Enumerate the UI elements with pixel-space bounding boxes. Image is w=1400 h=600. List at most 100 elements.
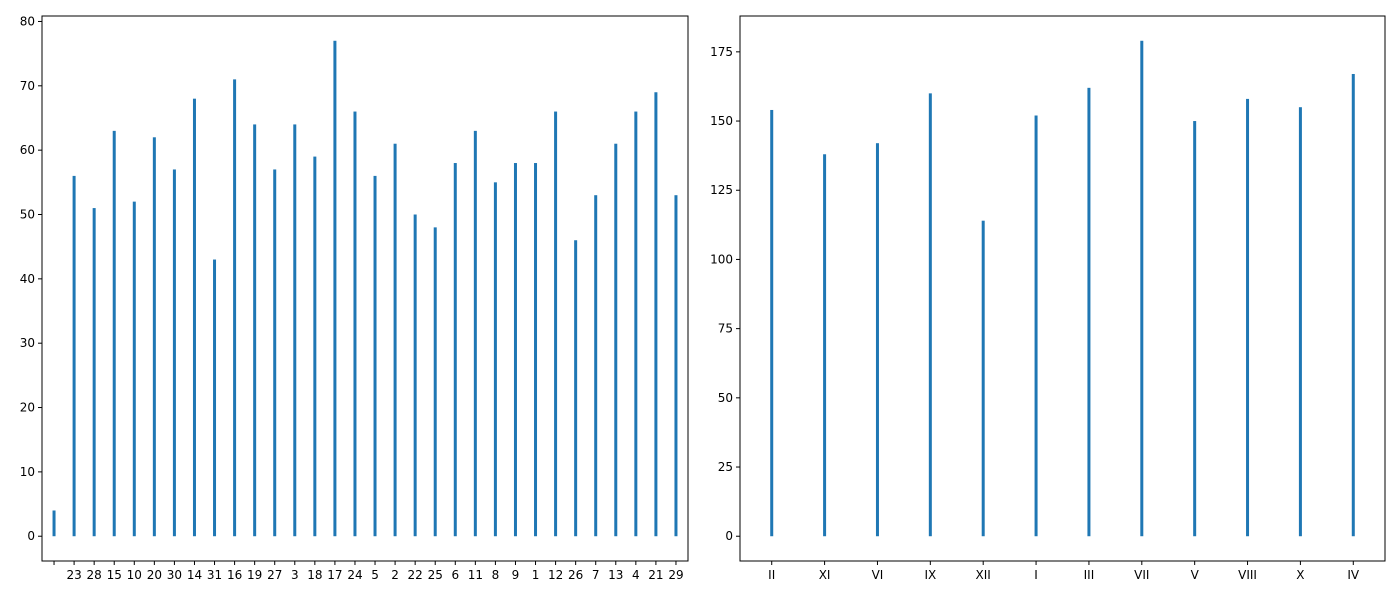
x-tick-label-1-8: 14: [187, 568, 202, 582]
bar-1-23: [493, 182, 497, 537]
bar-1-25: [534, 163, 538, 537]
x-tick-label-1-9: 31: [207, 568, 222, 582]
y-tick-label-1-5: 40: [20, 272, 35, 286]
y-tick-label-2-7: 150: [710, 114, 733, 128]
x-tick-label-2-12: IV: [1347, 568, 1360, 582]
bar-1-21: [453, 163, 457, 537]
x-tick-label-1-10: 16: [227, 568, 242, 582]
x-tick-label-1-26: 12: [548, 568, 563, 582]
y-tick-label-2-5: 100: [710, 252, 733, 266]
x-tick-label-1-13: 3: [291, 568, 299, 582]
y-tick-label-1-7: 60: [20, 143, 35, 157]
bar-2-12: [1351, 73, 1355, 537]
bar-1-10: [233, 79, 237, 537]
y-tick-label-1-3: 20: [20, 401, 35, 415]
y-tick-label-1-2: 10: [20, 465, 35, 479]
x-tick-label-1-22: 11: [468, 568, 483, 582]
bar-1-7: [172, 169, 176, 537]
x-tick-label-1-28: 7: [592, 568, 600, 582]
x-tick-label-2-3: VI: [872, 568, 884, 582]
plot-frame-2: [739, 15, 1386, 562]
x-tick-label-1-17: 5: [371, 568, 379, 582]
bar-2-8: [1140, 40, 1144, 537]
x-tick-label-2-4: IX: [924, 568, 936, 582]
bar-1-19: [413, 214, 417, 537]
x-tick-label-1-7: 30: [167, 568, 182, 582]
x-tick-label-1-19: 22: [408, 568, 423, 582]
y-tick-label-2-6: 125: [710, 183, 733, 197]
y-tick-label-1-4: 30: [20, 336, 35, 350]
x-tick-label-1-15: 17: [327, 568, 342, 582]
bar-1-5: [132, 201, 136, 537]
y-tick-label-1-8: 70: [20, 79, 35, 93]
bar-1-15: [333, 40, 337, 537]
x-tick-label-1-27: 26: [568, 568, 583, 582]
x-tick-label-1-5: 10: [127, 568, 142, 582]
x-tick-label-1-12: 27: [267, 568, 282, 582]
bar-1-1: [52, 510, 56, 537]
bar-1-29: [614, 143, 618, 537]
bar-2-1: [770, 109, 774, 537]
x-tick-label-1-4: 15: [107, 568, 122, 582]
x-tick-label-1-2: 23: [66, 568, 81, 582]
bar-1-28: [594, 195, 598, 537]
plot-frame-1: [41, 15, 689, 562]
bar-1-14: [313, 156, 317, 537]
y-tick-label-1-6: 50: [20, 208, 35, 222]
x-tick-label-2-5: XII: [976, 568, 991, 582]
bar-1-8: [192, 98, 196, 537]
x-tick-label-1-21: 6: [451, 568, 459, 582]
x-tick-label-1-6: 20: [147, 568, 162, 582]
bar-2-10: [1246, 98, 1250, 537]
bar-1-13: [293, 124, 297, 537]
bar-1-30: [634, 111, 638, 537]
y-tick-label-2-8: 175: [710, 45, 733, 59]
x-tick-label-2-10: VIII: [1238, 568, 1257, 582]
bar-1-16: [353, 111, 357, 537]
y-tick-label-2-1: 0: [725, 529, 733, 543]
bar-2-3: [875, 143, 879, 537]
x-tick-label-1-31: 21: [648, 568, 663, 582]
bar-1-32: [674, 195, 678, 537]
bar-1-20: [433, 227, 437, 537]
x-tick-label-1-18: 2: [391, 568, 399, 582]
bar-1-17: [373, 175, 377, 537]
x-tick-label-1-24: 9: [512, 568, 520, 582]
bar-1-4: [112, 130, 116, 537]
x-tick-label-1-20: 25: [428, 568, 443, 582]
bar-1-26: [554, 111, 558, 537]
x-tick-label-1-29: 13: [608, 568, 623, 582]
bar-2-11: [1298, 107, 1302, 537]
x-tick-label-2-9: V: [1191, 568, 1200, 582]
bar-1-24: [513, 163, 517, 537]
bar-1-22: [473, 130, 477, 537]
x-tick-label-2-6: I: [1034, 568, 1038, 582]
bar-2-7: [1087, 87, 1091, 537]
x-tick-label-1-25: 1: [532, 568, 540, 582]
y-tick-label-2-2: 25: [718, 460, 733, 474]
x-tick-label-2-8: VII: [1134, 568, 1149, 582]
bar-2-2: [823, 154, 827, 537]
bar-1-12: [273, 169, 277, 537]
x-tick-label-1-23: 8: [492, 568, 500, 582]
bar-1-31: [654, 92, 658, 537]
x-tick-label-2-7: III: [1084, 568, 1095, 582]
x-tick-label-1-16: 24: [347, 568, 362, 582]
bar-1-9: [213, 259, 217, 537]
x-tick-label-1-32: 29: [668, 568, 683, 582]
y-tick-label-2-3: 50: [718, 391, 733, 405]
x-tick-label-1-30: 4: [632, 568, 640, 582]
bar-1-3: [92, 208, 96, 537]
bar-2-5: [981, 220, 985, 537]
x-tick-label-1-11: 19: [247, 568, 262, 582]
bar-2-6: [1034, 115, 1038, 537]
bar-1-27: [574, 240, 578, 537]
bar-1-6: [152, 137, 156, 537]
bar-1-2: [72, 175, 76, 537]
y-tick-label-2-4: 75: [718, 322, 733, 336]
bar-2-4: [928, 93, 932, 537]
x-tick-label-2-11: X: [1296, 568, 1304, 582]
